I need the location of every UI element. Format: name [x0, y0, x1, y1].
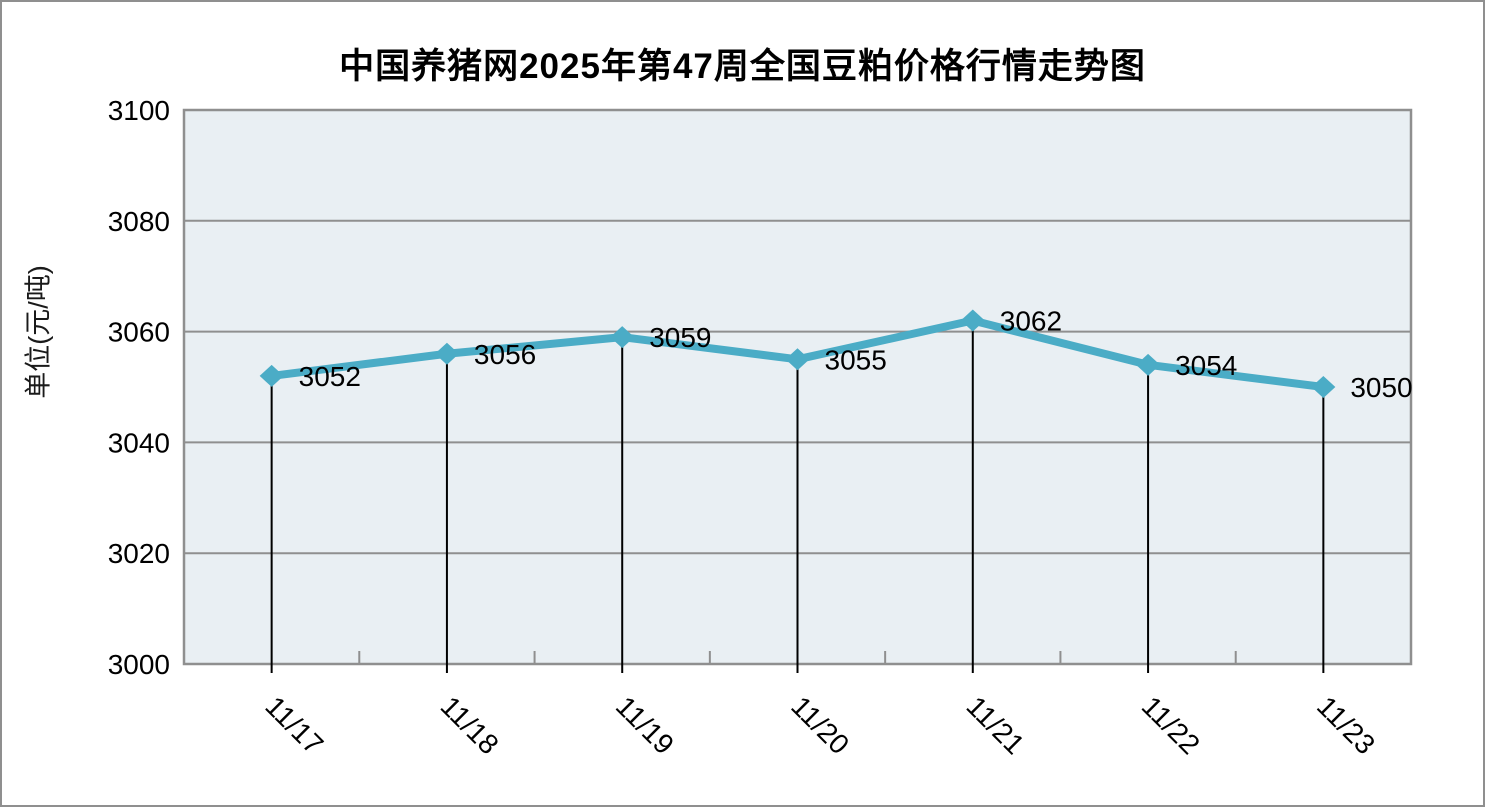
data-label: 3054 — [1175, 350, 1237, 381]
series-marker — [434, 342, 459, 365]
x-tick-label: 11/21 — [961, 690, 1031, 760]
data-label: 3055 — [825, 344, 887, 375]
x-tick-label: 11/20 — [785, 690, 855, 760]
x-tick-label: 11/18 — [435, 690, 505, 760]
series-marker — [785, 348, 810, 371]
x-tick-label: 11/23 — [1311, 690, 1381, 760]
data-label: 3062 — [1000, 306, 1062, 337]
chart-title: 中国养猪网2025年第47周全国豆粕价格行情走势图 — [339, 47, 1146, 86]
series-marker — [610, 326, 635, 349]
data-label: 3056 — [474, 339, 536, 370]
data-label: 3059 — [649, 322, 711, 353]
series-marker — [1136, 353, 1161, 376]
y-tick-label: 3060 — [108, 317, 170, 348]
y-tick-label: 3040 — [108, 427, 170, 458]
data-label: 3050 — [1350, 372, 1412, 403]
x-tick-label: 11/17 — [259, 690, 329, 760]
series-marker — [1311, 376, 1336, 398]
x-tick-label: 11/19 — [610, 690, 680, 760]
y-tick-label: 3100 — [108, 95, 170, 126]
y-tick-label: 3080 — [108, 206, 170, 237]
y-tick-label: 3000 — [108, 649, 170, 680]
y-tick-label: 3020 — [108, 538, 170, 569]
x-tick-label: 11/22 — [1136, 690, 1206, 760]
series-marker — [259, 364, 284, 387]
series-marker — [960, 309, 985, 332]
data-label: 3052 — [299, 361, 361, 392]
